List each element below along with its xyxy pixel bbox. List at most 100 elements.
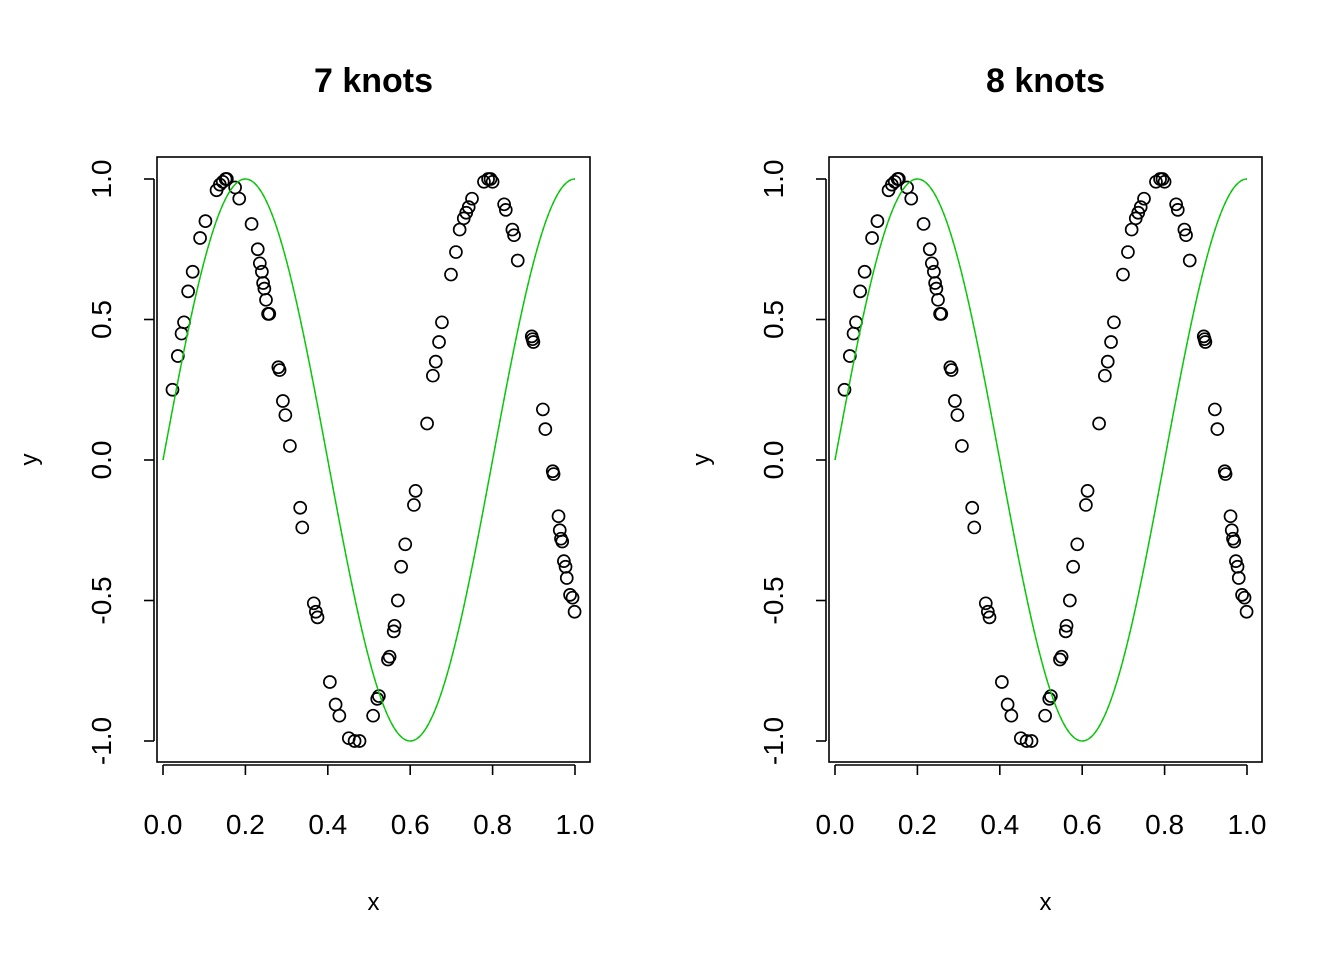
data-point	[1058, 624, 1073, 639]
y-tick-label: -0.5	[86, 576, 117, 624]
data-point	[981, 604, 995, 619]
data-point	[398, 537, 413, 552]
data-point	[1000, 697, 1015, 712]
data-point	[567, 604, 582, 619]
data-point	[1054, 649, 1069, 664]
data-point	[1107, 315, 1121, 330]
data-points	[837, 172, 1254, 748]
data-point	[928, 276, 942, 290]
data-point	[900, 180, 914, 195]
data-point	[1177, 222, 1192, 237]
data-point	[965, 500, 980, 515]
panel-1: 7 knots 0.0 0.2 0.4 0.6 0.8 1.0 x -1.0 -0.5 0.0 0.5…	[16, 62, 594, 916]
y-tick-label: 0.0	[758, 441, 789, 480]
data-point	[170, 349, 185, 363]
data-point	[174, 326, 189, 341]
data-point	[193, 231, 207, 245]
data-point	[1044, 689, 1058, 703]
data-point	[982, 610, 997, 625]
data-point	[498, 203, 513, 217]
data-point	[262, 307, 277, 321]
spline-fit-line	[834, 178, 1248, 742]
data-point	[328, 697, 343, 712]
y-axis: -1.0 -0.5 0.0 0.5 1.0	[758, 160, 827, 765]
data-point	[853, 284, 867, 299]
data-point	[1092, 416, 1106, 431]
y-axis-label: y	[688, 454, 715, 466]
data-point	[309, 604, 323, 619]
data-point	[465, 191, 479, 206]
data-point	[1004, 708, 1019, 723]
data-point	[256, 276, 270, 290]
data-point	[563, 588, 577, 602]
y-tick-label: -0.5	[758, 576, 789, 624]
data-point	[372, 689, 386, 703]
data-point	[449, 245, 463, 259]
data-point	[536, 402, 550, 417]
data-point	[215, 174, 230, 189]
data-point	[1179, 228, 1193, 243]
data-point	[922, 242, 937, 257]
data-point	[559, 571, 574, 585]
data-point	[557, 554, 571, 569]
y-tick-label: 1.0	[86, 160, 117, 199]
data-point	[1133, 200, 1148, 214]
data-point	[295, 520, 310, 535]
data-point	[310, 610, 325, 625]
data-point	[865, 231, 879, 245]
data-point	[842, 349, 857, 363]
data-point	[846, 326, 861, 341]
data-point	[507, 228, 521, 243]
chart-title: 8 knots	[986, 62, 1105, 100]
data-point	[323, 675, 337, 689]
data-point	[426, 368, 440, 383]
data-point	[252, 256, 267, 271]
x-tick-label: 0.2	[226, 809, 265, 840]
data-point	[485, 174, 500, 189]
data-point	[1229, 554, 1243, 569]
data-point	[1121, 245, 1135, 259]
data-point	[220, 172, 234, 186]
data-point	[1019, 734, 1034, 748]
plot-frame	[828, 156, 1263, 763]
data-point	[1223, 509, 1238, 524]
data-point	[428, 354, 443, 369]
data-point	[352, 734, 367, 748]
data-point	[228, 180, 242, 195]
data-point	[538, 422, 553, 436]
data-point	[278, 408, 293, 422]
data-point	[177, 315, 191, 330]
data-point	[435, 315, 449, 330]
data-point	[1079, 498, 1093, 512]
data-point	[978, 596, 993, 611]
data-point	[272, 363, 287, 377]
data-point	[497, 197, 511, 212]
x-tick-label: 0.6	[391, 809, 430, 840]
x-axis-label: x	[368, 889, 380, 916]
data-point	[386, 624, 401, 639]
data-point	[244, 217, 259, 231]
y-tick-label: 0.5	[86, 300, 117, 339]
data-point	[461, 200, 476, 214]
data-point	[944, 363, 959, 377]
data-point	[306, 596, 321, 611]
x-tick-label: 0.4	[980, 809, 1019, 840]
data-point	[967, 520, 982, 535]
data-point	[408, 484, 423, 498]
data-point	[1237, 590, 1252, 605]
data-point	[185, 264, 200, 279]
data-point	[1124, 222, 1139, 237]
data-point	[505, 222, 520, 237]
data-point	[420, 416, 434, 431]
data-point	[510, 253, 525, 268]
data-point	[948, 394, 962, 408]
data-point	[555, 534, 570, 549]
x-tick-label: 0.0	[816, 809, 855, 840]
data-points	[165, 172, 582, 748]
data-point	[870, 214, 885, 228]
data-point	[916, 217, 931, 231]
data-point	[1098, 368, 1112, 383]
data-point	[1155, 172, 1170, 186]
y-tick-label: 0.5	[758, 300, 789, 339]
